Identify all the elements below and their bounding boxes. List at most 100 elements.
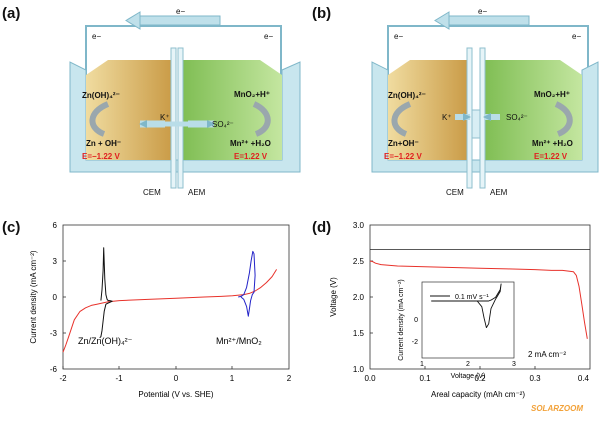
panel-d-xtick: 0.3 [529,374,541,383]
panel-c-ytick: -6 [50,365,58,374]
panel-a-membrane-right-label: AEM [188,188,206,197]
panel-b-electron-left: e− [394,32,403,41]
panel-b-circuit-wire [387,25,589,75]
panel-a-center-left-ion: K⁺ [160,113,170,122]
panel-a-electron-top: e− [176,7,185,16]
panel-d-inset-ylabel: Current density (mA cm⁻²) [398,279,405,361]
panel-a-right-bottom: Mn²⁺ +H₂O [230,139,271,148]
panel-d-ytick: 2.5 [353,257,365,266]
panel-c-curves [62,247,278,353]
panel-b-membrane-right-label: AEM [490,188,508,197]
panel-a-electron-right: e− [264,32,273,41]
panel-d-series-0-line [369,260,588,339]
panel-c-annot-left: Zn/Zn(OH)₄²⁻ [78,336,133,346]
panel-a-membrane-left-label: CEM [143,188,161,197]
panel-d-inset-ytick: -2 [412,339,418,346]
panel-c-y-ticks: 6 3 0 -3 -6 [50,221,58,374]
panel-d-ytick: 1.0 [353,365,365,374]
panel-b-center-left-ion: K⁺ [442,113,452,122]
panel-c-annot-right: Mn²⁺/MnO₂ [216,336,262,346]
panel-b-membrane-left-label: CEM [446,188,464,197]
panel-d-x-ticks: 0.0 0.1 0.2 0.3 0.4 [364,374,589,383]
panel-d-inset: 0.1 mV s⁻¹ 1 2 3 0 -2 Current density (m… [398,279,516,380]
panel-a-electron-arrow-head [125,11,141,30]
panel-c-xtick: 0 [174,374,179,383]
panel-c-plot-frame [62,224,290,370]
panel-c-xtick: 1 [230,374,235,383]
panel-a-circuit-wire [85,25,282,75]
panel-a-left-top: Zn(OH)₄²⁻ [82,91,120,100]
panel-a-center-right-ion: SO₄²⁻ [212,120,234,129]
panel-d-rate-label: 2 mA cm⁻² [528,350,566,359]
panel-b-left-bottom: Zn+OH⁻ [388,139,419,148]
panel-c-xtick: -2 [59,374,67,383]
panel-b-right-top: MnO₂+H⁺ [534,90,570,99]
panel-c-ytick: 0 [53,293,58,302]
panel-d-inset-series-0-line [431,283,502,329]
watermark: SOLARZOOM [531,404,583,413]
panel-a-right-top: MnO₂+H⁺ [234,90,270,99]
panel-d-inset-xtick: 3 [512,361,516,368]
panel-c-x-ticks: -2 -1 0 1 2 [59,374,291,383]
panel-d-ytick: 1.5 [353,329,365,338]
panel-b-zinc-electrolyte [388,60,470,160]
panel-a-right-potential: E=1.22 V [234,152,268,161]
panel-a-electron-left: e− [92,32,101,41]
panel-b-label: (b) [312,5,331,22]
panel-d-xtick: 0.4 [578,374,590,383]
panel-d-inset-legend: 0.1 mV s⁻¹ [455,294,489,301]
panel-a-left-potential: E=−1.22 V [82,152,120,161]
panel-d-y-ticks: 3.0 2.5 2.0 1.5 1.0 [353,221,365,374]
panel-c-series-0-line [62,269,278,353]
panel-a-left-reaction-arrow [89,101,110,137]
panel-d-inset-xlabel: Voltage (V) [451,373,486,380]
panel-c-ytick: -3 [50,329,58,338]
panel-c-xtick: 2 [287,374,292,383]
panel-c-ytick: 6 [53,221,58,230]
panel-b-left-reaction-arrow [391,101,412,137]
panel-d-discharge-chart: (d) 0.0 0.1 0.2 0.3 0.4 3.0 2.5 2.0 1.5 … [312,219,591,413]
panel-b-electron-arrow-body [448,15,530,26]
panel-b-electron-top: e− [478,7,487,16]
panel-b-right-reaction-arrow [554,101,573,137]
panel-a-cell-diagram: (a) e− e− e− Zn(OH)₄²⁻ Zn + OH⁻ E=−1.22 … [2,5,301,197]
panel-d-ylabel: Voltage (V) [329,277,338,317]
panel-b-electron-arrow-head [434,11,450,30]
panel-b-right-potential: E=1.22 V [534,152,568,161]
panel-c-xtick: -1 [115,374,123,383]
panel-b-left-potential: E=−1.22 V [384,152,422,161]
panel-a-electron-arrow-body [139,15,221,26]
panel-a-left-bottom: Zn + OH⁻ [86,139,121,148]
panel-a-aem-membrane [177,47,184,189]
panel-d-inset-xtick: 2 [466,361,470,368]
panel-d-inset-ytick: 0 [414,317,418,324]
panel-b-cell-diagram: (b) e− e− e− Zn(OH)₄²⁻ Zn+OH⁻ E=−1.22 V … [312,5,599,197]
panel-d-xtick: 0.1 [419,374,431,383]
panel-c-series-1-line [99,247,113,339]
panel-c-ytick: 3 [53,257,58,266]
panel-b-center-right-ion: SO₄²⁻ [506,113,528,122]
panel-d-xtick: 0.2 [474,374,486,383]
panel-b-right-bottom: Mn²⁺ +H₂O [532,139,573,148]
panel-c-label: (c) [2,219,20,236]
panel-b-middle-chamber [471,109,481,139]
panel-d-xlabel: Areal capacity (mAh cm⁻²) [431,390,525,399]
panel-c-series-2-line [238,250,256,317]
panel-d-label: (d) [312,219,331,236]
panel-d-inset-xtick: 1 [420,361,424,368]
panel-d-ytick: 3.0 [353,221,365,230]
panel-d-xtick: 0.0 [364,374,376,383]
panel-c-tick-marks [62,260,233,369]
panel-d-inset-curves [431,283,502,329]
panel-b-electron-right: e− [572,32,581,41]
panel-b-left-top: Zn(OH)₄²⁻ [388,91,426,100]
panel-d-curves [369,249,590,339]
panel-c-xlabel: Potential (V vs. SHE) [138,390,213,399]
panel-d-ytick: 2.0 [353,293,365,302]
panel-a-cem-membrane [170,47,177,189]
panel-c-cv-chart: (c) -2 -1 0 1 2 6 3 0 -3 -6 Current dens… [2,219,292,399]
panel-c-ylabel: Current density (mA cm⁻²) [29,250,38,343]
panel-a-zinc-electrolyte [86,60,174,160]
panel-a-label: (a) [2,5,20,22]
